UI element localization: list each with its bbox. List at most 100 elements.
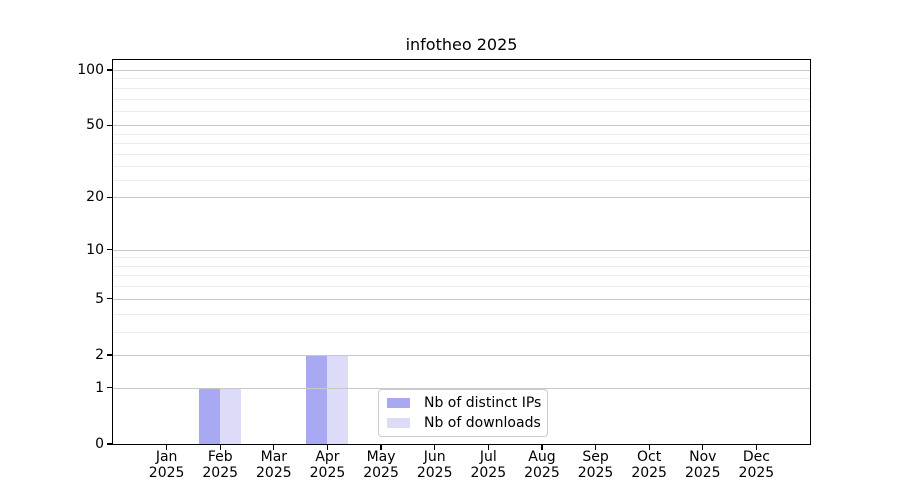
- x-tick-label-feb: Feb 2025: [190, 449, 250, 481]
- minor-gridline: [113, 331, 810, 333]
- x-tick-year: 2025: [470, 465, 507, 481]
- y-tick-mark: [107, 69, 113, 71]
- x-tick-label-jan: Jan 2025: [137, 449, 197, 481]
- legend-item-distinct-ips: Nb of distinct IPs: [385, 395, 541, 411]
- legend-swatch-distinct-ips: [387, 398, 410, 409]
- minor-gridline: [113, 87, 810, 89]
- x-tick-month: Apr: [315, 449, 340, 465]
- x-tick-mark: [702, 444, 704, 450]
- major-gridline: [113, 125, 810, 127]
- x-tick-mark: [434, 444, 436, 450]
- y-tick-label: 100: [77, 62, 104, 78]
- x-tick-label-oct: Oct 2025: [619, 449, 679, 481]
- x-tick-month: Jun: [423, 449, 446, 465]
- minor-gridline: [113, 143, 810, 145]
- x-tick-year: 2025: [577, 465, 614, 481]
- x-tick-year: 2025: [148, 465, 185, 481]
- x-tick-month: Jan: [155, 449, 178, 465]
- minor-gridline: [113, 165, 810, 167]
- minor-gridline: [113, 265, 810, 267]
- y-tick-label: 2: [95, 346, 104, 363]
- minor-gridline: [113, 133, 810, 135]
- bar-feb-series1: [220, 387, 242, 444]
- y-tick-mark: [107, 124, 113, 127]
- x-tick-mark: [273, 444, 275, 450]
- legend-label-distinct-ips: Nb of distinct IPs: [424, 395, 542, 412]
- x-tick-label-mar: Mar 2025: [244, 449, 304, 481]
- x-tick-mark: [594, 444, 597, 450]
- x-tick-year: 2025: [524, 465, 560, 481]
- y-tick-label: 1: [95, 379, 104, 396]
- legend: Nb of distinct IPs Nb of downloads: [378, 389, 548, 437]
- x-tick-year: 2025: [309, 465, 346, 481]
- x-tick-mark: [380, 444, 382, 450]
- x-tick-mark: [165, 444, 168, 450]
- x-tick-year: 2025: [416, 465, 453, 481]
- major-gridline: [113, 70, 810, 71]
- x-tick-month: May: [366, 449, 396, 465]
- bar-feb-series0: [199, 387, 221, 444]
- x-tick-month: Oct: [637, 449, 662, 465]
- major-gridline: [113, 249, 810, 251]
- minor-gridline: [113, 286, 810, 288]
- x-tick-month: Nov: [689, 449, 717, 465]
- bar-apr-series0: [306, 354, 328, 444]
- major-gridline: [113, 387, 810, 389]
- x-tick-label-may: May 2025: [351, 449, 411, 481]
- x-tick-label-dec: Dec 2025: [726, 449, 786, 481]
- x-tick-year: 2025: [631, 465, 667, 481]
- x-tick-year: 2025: [363, 465, 399, 481]
- minor-gridline: [113, 98, 810, 100]
- y-tick-mark: [107, 443, 113, 445]
- bar-apr-series1: [327, 354, 349, 444]
- plot-area: Nb of distinct IPs Nb of downloads: [112, 59, 811, 445]
- y-tick-label: 50: [86, 117, 104, 134]
- x-tick-label-jul: Jul 2025: [458, 449, 518, 481]
- major-gridline: [113, 298, 810, 300]
- major-gridline: [113, 354, 810, 356]
- minor-gridline: [113, 313, 810, 315]
- x-tick-label-jun: Jun 2025: [405, 449, 465, 481]
- minor-gridline: [113, 275, 810, 277]
- y-tick-mark: [107, 298, 113, 300]
- y-tick-mark: [107, 354, 113, 356]
- y-tick-label: 10: [86, 241, 104, 258]
- x-tick-year: 2025: [684, 465, 721, 481]
- y-tick-mark: [107, 249, 113, 251]
- x-tick-mark: [326, 444, 329, 450]
- x-tick-month: Jul: [479, 449, 497, 465]
- bars-layer: [113, 60, 810, 444]
- major-gridline: [113, 197, 810, 199]
- x-tick-month: Mar: [260, 449, 288, 465]
- x-tick-mark: [219, 444, 221, 450]
- x-tick-year: 2025: [256, 465, 292, 481]
- x-tick-mark: [755, 444, 758, 450]
- x-tick-month: Dec: [742, 449, 770, 465]
- y-tick-mark: [107, 196, 113, 198]
- minor-gridline: [113, 153, 810, 155]
- x-tick-label-nov: Nov 2025: [673, 449, 733, 481]
- x-tick-month: Sep: [582, 449, 609, 465]
- x-tick-mark: [487, 444, 489, 450]
- minor-gridline: [113, 110, 810, 112]
- y-tick-label: 20: [86, 189, 104, 206]
- minor-gridline: [113, 78, 810, 80]
- legend-swatch-downloads: [387, 417, 410, 428]
- y-tick-mark: [107, 387, 113, 389]
- x-tick-year: 2025: [202, 465, 239, 481]
- x-tick-label-aug: Aug 2025: [512, 449, 572, 481]
- x-tick-month: Aug: [528, 449, 556, 465]
- chart-title: infotheo 2025: [405, 35, 518, 54]
- minor-gridline: [113, 257, 810, 259]
- minor-gridline: [113, 179, 810, 181]
- x-tick-mark: [541, 444, 543, 450]
- x-tick-month: Feb: [207, 449, 233, 465]
- legend-label-downloads: Nb of downloads: [424, 414, 541, 431]
- y-tick-label: 0: [95, 436, 104, 452]
- x-tick-mark: [648, 444, 650, 450]
- x-tick-label-sep: Sep 2025: [566, 449, 626, 481]
- y-tick-label: 5: [95, 290, 104, 307]
- legend-item-downloads: Nb of downloads: [385, 415, 541, 431]
- grid-layer: [113, 60, 810, 444]
